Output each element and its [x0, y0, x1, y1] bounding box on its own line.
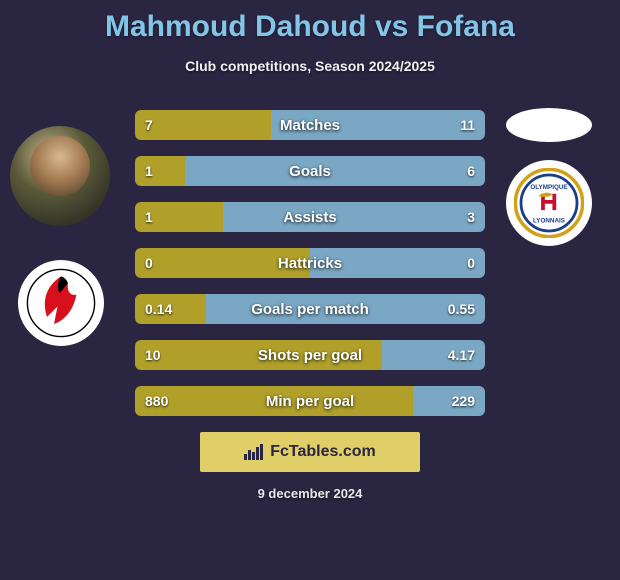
stat-row: 0.140.55Goals per match [135, 294, 485, 324]
player-right-avatar [506, 108, 592, 142]
stat-row: 13Assists [135, 202, 485, 232]
stat-label: Min per goal [135, 386, 485, 416]
page-title: Mahmoud Dahoud vs Fofana [0, 0, 620, 44]
stat-label: Matches [135, 110, 485, 140]
source-label: FcTables.com [270, 443, 376, 461]
stat-label: Hattricks [135, 248, 485, 278]
stat-label: Goals [135, 156, 485, 186]
lyon-icon: OLYMPIQUE LYONNAIS [514, 168, 584, 238]
date-label: 9 december 2024 [0, 486, 620, 501]
eintracht-icon [26, 268, 96, 338]
bars-icon [244, 444, 264, 460]
stat-label: Goals per match [135, 294, 485, 324]
stat-bars: 711Matches 16Goals 13Assists 00Hattricks 0.1… [135, 92, 485, 416]
stat-label: Assists [135, 202, 485, 232]
stat-row: 880229Min per goal [135, 386, 485, 416]
stat-row: 711Matches [135, 110, 485, 140]
svg-text:LYONNAIS: LYONNAIS [533, 218, 565, 225]
club-left-badge [18, 260, 104, 346]
player-left-avatar [10, 126, 110, 226]
stat-row: 16Goals [135, 156, 485, 186]
stat-row: 00Hattricks [135, 248, 485, 278]
source-badge: FcTables.com [200, 432, 420, 472]
page-subtitle: Club competitions, Season 2024/2025 [0, 58, 620, 74]
svg-text:OLYMPIQUE: OLYMPIQUE [530, 184, 567, 191]
stat-row: 104.17Shots per goal [135, 340, 485, 370]
comparison-panel: OLYMPIQUE LYONNAIS 711Matches 16Goals 13As… [0, 92, 620, 416]
stat-label: Shots per goal [135, 340, 485, 370]
club-right-badge: OLYMPIQUE LYONNAIS [506, 160, 592, 246]
